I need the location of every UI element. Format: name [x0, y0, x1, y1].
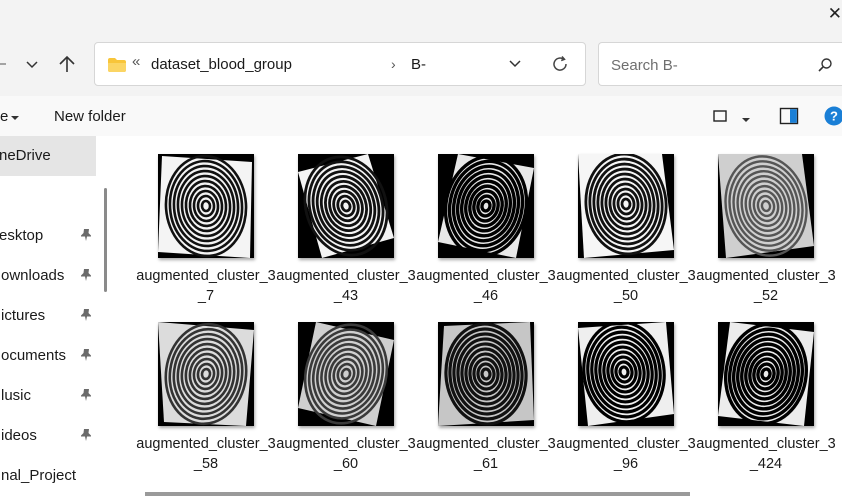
up-arrow-icon[interactable]	[55, 51, 79, 77]
fingerprint-thumbnail	[718, 154, 814, 258]
svg-text:?: ?	[830, 109, 838, 124]
file-item[interactable]: augmented_cluster_3_7	[136, 154, 276, 316]
recent-locations-chevron-icon[interactable]	[20, 52, 44, 76]
file-name: augmented_cluster_3_60	[276, 436, 416, 472]
file-item[interactable]: augmented_cluster_3_96	[556, 322, 696, 484]
folder-icon	[107, 57, 127, 78]
file-name: augmented_cluster_3_7	[136, 268, 276, 304]
preview-pane-icon[interactable]	[779, 107, 799, 130]
file-name: augmented_cluster_3_50	[556, 268, 696, 304]
sidebar-item-desktop[interactable]: esktop	[0, 216, 96, 256]
sidebar-item-final-project[interactable]: nal_Project	[0, 456, 96, 496]
fingerprint-thumbnail	[578, 154, 674, 258]
file-name: augmented_cluster_3_61	[416, 436, 556, 472]
help-icon[interactable]: ?	[824, 106, 842, 131]
file-grid: augmented_cluster_3_7 augmented_cluster_…	[118, 136, 842, 496]
file-name: augmented_cluster_3_46	[416, 268, 556, 304]
navigation-bar: « dataset_blood_group › B-	[0, 34, 842, 96]
new-folder-button[interactable]: New folder	[54, 108, 126, 125]
breadcrumb-separator[interactable]: ›	[391, 56, 396, 72]
fingerprint-thumbnail	[158, 154, 254, 258]
new-menu-chevron-icon[interactable]	[10, 110, 20, 128]
address-bar[interactable]: « dataset_blood_group › B-	[94, 42, 586, 86]
file-name: augmented_cluster_3_52	[696, 268, 836, 304]
close-window-icon[interactable]: ✕	[827, 4, 842, 23]
sidebar-item-downloads[interactable]: ownloads	[0, 256, 96, 296]
pin-icon[interactable]	[80, 268, 92, 286]
file-item[interactable]: augmented_cluster_3_61	[416, 322, 556, 484]
fingerprint-thumbnail	[438, 322, 534, 426]
file-name: augmented_cluster_3_43	[276, 268, 416, 304]
file-item[interactable]: augmented_cluster_3_46	[416, 154, 556, 316]
file-item[interactable]: augmented_cluster_3_52	[696, 154, 836, 316]
search-icon[interactable]	[817, 57, 833, 78]
path-overflow-chevron[interactable]: «	[132, 53, 141, 70]
sidebar-item-music[interactable]: lusic	[0, 376, 96, 416]
view-layout-icon[interactable]	[712, 108, 728, 129]
pin-icon[interactable]	[80, 348, 92, 366]
file-item[interactable]: augmented_cluster_3_60	[276, 322, 416, 484]
sidebar-item-videos[interactable]: ideos	[0, 416, 96, 456]
pin-icon[interactable]	[80, 388, 92, 406]
refresh-icon[interactable]	[550, 54, 570, 79]
search-input[interactable]	[609, 54, 803, 76]
view-options-chevron-icon[interactable]	[741, 112, 751, 130]
sidebar-item-label: ocuments	[1, 347, 67, 364]
breadcrumb-dataset-blood-group[interactable]: dataset_blood_group	[151, 56, 292, 73]
sidebar-item-label: ideos	[1, 427, 37, 444]
file-item[interactable]: augmented_cluster_3_58	[136, 322, 276, 484]
sidebar-item-label: ictures	[1, 307, 46, 324]
sidebar-item-label: lusic	[1, 387, 32, 404]
fingerprint-thumbnail	[578, 322, 674, 426]
fingerprint-thumbnail	[158, 322, 254, 426]
pin-icon[interactable]	[80, 308, 92, 326]
new-menu-button[interactable]: e	[0, 108, 9, 125]
sidebar-item-label: nal_Project	[1, 467, 77, 484]
pin-icon[interactable]	[80, 228, 92, 246]
sidebar-scrollbar[interactable]	[104, 188, 107, 292]
fingerprint-thumbnail	[298, 154, 394, 258]
file-item[interactable]: augmented_cluster_3_43	[276, 154, 416, 316]
horizontal-scrollbar[interactable]	[145, 492, 690, 496]
forward-arrow-icon[interactable]	[0, 54, 10, 74]
sidebar-item-onedrive[interactable]: neDrive	[0, 136, 96, 176]
navigation-pane: neDrive esktop ownloads ictures ocuments…	[0, 136, 118, 496]
fingerprint-thumbnail	[298, 322, 394, 426]
file-name: augmented_cluster_3_58	[136, 436, 276, 472]
sidebar-item-label: neDrive	[0, 147, 51, 164]
address-dropdown-icon[interactable]	[507, 55, 523, 76]
file-name: augmented_cluster_3_424	[696, 436, 836, 472]
sidebar-item-documents[interactable]: ocuments	[0, 336, 96, 376]
sidebar-item-label: esktop	[0, 227, 44, 244]
fingerprint-thumbnail	[438, 154, 534, 258]
file-item[interactable]: augmented_cluster_3_424	[696, 322, 836, 484]
file-item[interactable]: augmented_cluster_3_50	[556, 154, 696, 316]
title-bar: ✕	[0, 0, 842, 34]
breadcrumb-b-negative[interactable]: B-	[411, 56, 426, 73]
command-bar: e New folder ?	[0, 96, 842, 136]
file-name: augmented_cluster_3_96	[556, 436, 696, 472]
pin-icon[interactable]	[80, 428, 92, 446]
fingerprint-thumbnail	[718, 322, 814, 426]
sidebar-item-pictures[interactable]: ictures	[0, 296, 96, 336]
sidebar-item-label: ownloads	[1, 267, 65, 284]
search-box[interactable]	[598, 42, 842, 86]
